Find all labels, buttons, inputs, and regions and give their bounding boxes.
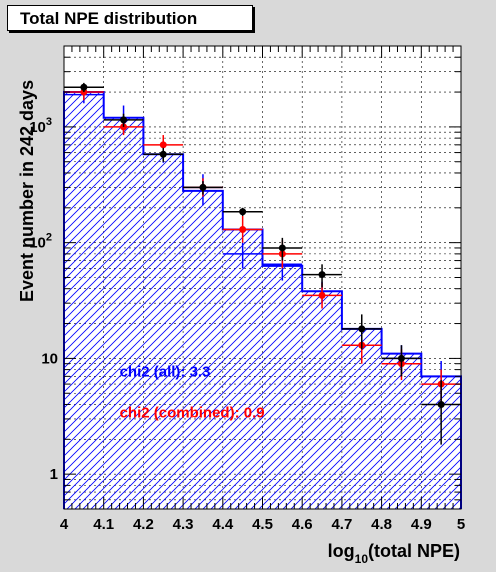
data-point-group bbox=[143, 147, 184, 162]
x-tick-label: 4.9 bbox=[411, 516, 432, 533]
annotations: chi2 (all): 3.3 chi2 (combined): 0.9 bbox=[120, 363, 265, 421]
x-tick-label: 4.2 bbox=[133, 516, 154, 533]
data-point bbox=[199, 183, 207, 191]
x-tick-label: 4.7 bbox=[331, 516, 352, 533]
histogram-bar bbox=[222, 229, 263, 509]
data-point bbox=[159, 141, 167, 149]
data-point-group bbox=[341, 314, 382, 350]
x-tick-label: 4.6 bbox=[292, 516, 313, 533]
histogram-bar bbox=[183, 190, 223, 510]
chi2-annotation: chi2 (all): 3.3 bbox=[120, 363, 211, 380]
data-point bbox=[318, 271, 326, 279]
data-point-group bbox=[381, 345, 422, 377]
data-point bbox=[397, 354, 405, 362]
y-tick-label: 102 bbox=[29, 232, 52, 252]
data-point bbox=[278, 244, 286, 252]
x-tick-label: 4.8 bbox=[371, 516, 392, 533]
data-point bbox=[437, 400, 445, 408]
data-point-group bbox=[302, 264, 342, 288]
y-tick-label: 103 bbox=[29, 116, 52, 136]
chi2-annotation: chi2 (combined): 0.9 bbox=[120, 404, 265, 421]
histogram-bar bbox=[302, 291, 342, 509]
data-point-group bbox=[222, 242, 263, 269]
data-point bbox=[239, 225, 247, 233]
y-axis-ticks: 1 10 102 103 bbox=[29, 56, 461, 501]
x-tick-label: 5 bbox=[457, 516, 465, 533]
x-tick-label: 4 bbox=[60, 516, 69, 533]
histogram-bar bbox=[143, 154, 184, 509]
x-tick-label: 4.3 bbox=[173, 516, 194, 533]
data-point bbox=[318, 291, 326, 299]
data-point-group bbox=[103, 113, 144, 127]
data-point-group bbox=[183, 181, 223, 195]
y-axis-title: Event number in 242 days bbox=[17, 80, 37, 302]
data-point-group bbox=[421, 380, 461, 445]
data-point bbox=[239, 208, 247, 216]
x-axis-ticks: 4 4.1 4.2 4.3 4.4 4.5 4.6 4.7 4.8 4.9 5 bbox=[60, 46, 465, 533]
data-point bbox=[80, 83, 88, 91]
chart-title-box: Total NPE distribution bbox=[7, 5, 253, 31]
data-point bbox=[159, 150, 167, 158]
data-point-group bbox=[64, 82, 104, 93]
y-tick-label: 10 bbox=[41, 350, 58, 367]
x-tick-label: 4.1 bbox=[93, 516, 114, 533]
x-tick-label: 4.4 bbox=[212, 516, 234, 533]
histogram-bars bbox=[63, 91, 462, 510]
y-tick-label: 1 bbox=[50, 466, 58, 483]
histogram-bar bbox=[64, 92, 104, 509]
data-point-group bbox=[222, 207, 263, 216]
data-point bbox=[120, 116, 128, 124]
data-points bbox=[64, 82, 461, 445]
histogram-bar bbox=[262, 265, 303, 509]
data-point bbox=[358, 325, 366, 333]
x-tick-label: 4.5 bbox=[252, 516, 273, 533]
chart-title: Total NPE distribution bbox=[20, 9, 198, 28]
data-point-group bbox=[262, 237, 303, 261]
data-point-group bbox=[222, 215, 263, 243]
histogram-bar bbox=[103, 117, 144, 510]
x-axis-title: log10(total NPE) bbox=[328, 541, 460, 566]
